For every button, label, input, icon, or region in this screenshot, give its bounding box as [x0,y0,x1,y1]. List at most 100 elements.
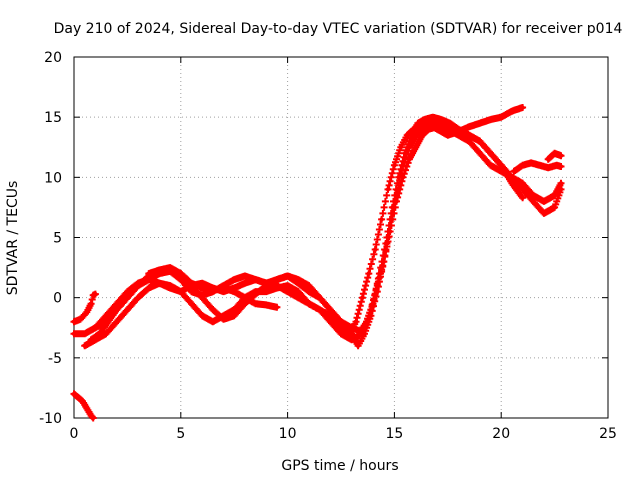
data-point [509,175,515,180]
x-tick-label: 15 [385,426,403,442]
data-point [306,283,312,288]
data-point [242,281,248,286]
data-point [135,295,141,300]
data-point [71,319,77,324]
data-point [537,163,542,168]
y-tick-label: -10 [39,411,62,427]
x-tick-label: 5 [176,426,185,442]
data-point [71,331,77,336]
data-point [477,139,483,144]
x-tick-label: 25 [599,426,617,442]
data-point [488,163,493,168]
data-point [488,117,493,122]
data-point [509,108,515,114]
data-point [558,164,564,169]
data-point [355,343,361,348]
data-point [125,307,130,312]
data-point [358,329,363,334]
data-point [372,247,378,252]
data-point [419,133,425,138]
data-point [368,313,374,318]
data-point [199,313,205,318]
data-point [93,325,98,330]
data-point [430,114,436,120]
data-point [210,289,216,294]
data-point [381,259,386,264]
data-point [105,319,111,324]
data-point [387,229,393,234]
data-point [520,105,525,110]
data-point [552,193,557,198]
data-point [338,319,344,324]
y-tick-label: 0 [53,291,62,307]
data-point [88,301,94,306]
data-point [456,133,461,138]
data-point [232,313,237,318]
data-point [264,302,269,308]
data-point [178,277,183,282]
data-point [402,151,408,156]
data-point [88,337,94,342]
data-point [558,181,564,186]
data-point [398,145,404,150]
data-point [167,285,173,291]
data-point [375,289,380,294]
x-axis-label: GPS time / hours [281,458,398,474]
data-point [558,153,564,158]
data-point [520,181,525,186]
data-point [114,301,119,306]
data-point [338,331,344,336]
data-point [466,124,472,129]
data-point [306,301,312,306]
data-point [93,291,98,297]
data-point [91,415,96,421]
series-trace [510,159,565,175]
data-point [541,211,547,216]
data-point [545,157,551,162]
data-point [178,271,183,276]
data-point [411,127,416,132]
data-point [80,398,85,404]
data-point [221,317,226,322]
data-point [167,268,173,274]
data-point [445,133,450,138]
data-point [274,277,280,282]
data-point [439,117,444,122]
data-point [210,307,216,312]
data-point [520,195,525,200]
data-point [114,319,119,324]
data-point [434,124,440,129]
y-tick-label: 20 [44,50,62,66]
data-point [541,199,547,204]
data-point [242,273,248,279]
x-tick-label: 10 [279,426,297,442]
data-point [385,187,391,192]
data-point [125,289,130,294]
data-point [274,283,280,288]
data-point [82,343,87,348]
data-point [71,391,77,397]
data-point [242,301,248,306]
data-point [552,151,557,156]
data-point [157,267,162,273]
data-point [210,319,216,324]
data-point [221,289,226,294]
data-point [221,283,226,288]
data-point [253,291,258,297]
data-point [84,406,90,411]
data-point [103,331,109,336]
data-point [477,120,483,126]
series-trace [145,123,565,350]
data-point [82,331,87,336]
data-point [189,301,194,306]
data-point [274,305,280,310]
data-point [178,289,183,294]
series-trace [91,104,527,338]
chart-title: Day 210 of 2024, Sidereal Day-to-day VTE… [54,21,623,37]
data-point [426,127,431,132]
data-point [253,277,258,282]
data-point [499,169,504,174]
data-point [417,124,423,129]
data-point [103,313,109,318]
data-point [466,133,472,138]
